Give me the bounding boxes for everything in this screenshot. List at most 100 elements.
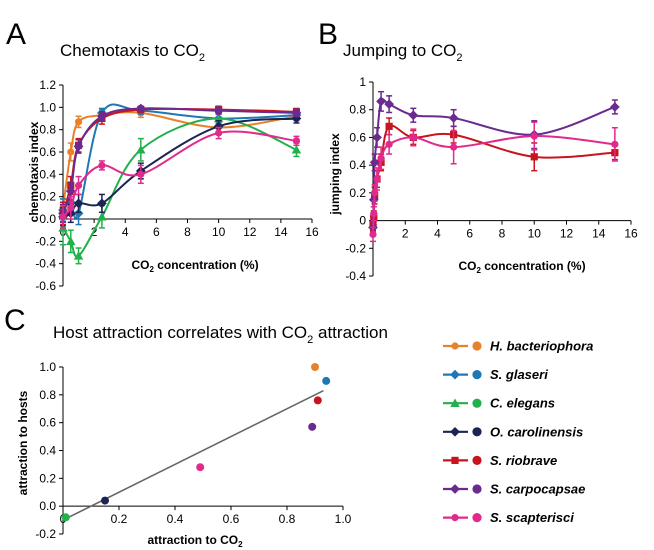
panel-b-point-s-riobrave bbox=[385, 122, 393, 130]
panel-a-point-s-carpocapsae bbox=[97, 111, 107, 122]
legend-item-s-scapterisci: S. scapterisci bbox=[443, 510, 574, 525]
panel-a-ytick-label: -0.2 bbox=[35, 234, 56, 248]
panel-c-point-s-carpocapsae bbox=[308, 422, 317, 431]
panel-b-point-s-carpocapsae bbox=[376, 96, 386, 107]
panel-b-ytick-label: 0 bbox=[359, 214, 366, 228]
panel-a-point-c-elegans bbox=[291, 145, 302, 154]
panel-c-point-h-bacteriophora bbox=[311, 363, 319, 371]
panel-a-point-c-elegans bbox=[66, 236, 76, 246]
panel-a-ytick-label: -0.6 bbox=[35, 279, 56, 293]
panel-c-xtick-label: 1.0 bbox=[335, 512, 352, 526]
legend-marker bbox=[451, 514, 459, 522]
panel-c-ytick-label: -0.2 bbox=[35, 527, 56, 541]
panel-a-ytick-label: 0.6 bbox=[39, 145, 56, 159]
panel-b-point-s-carpocapsae bbox=[408, 110, 419, 121]
panel-b-point-s-scapterisci bbox=[373, 175, 381, 183]
panel-b-series-s-scapterisci bbox=[369, 121, 619, 243]
panel-c-point-s-glaseri bbox=[322, 376, 331, 385]
panel-a-point-s-scapterisci bbox=[74, 181, 83, 190]
panel-a-xtick-label: 6 bbox=[153, 225, 160, 239]
panel-a-ytick-label: 0.8 bbox=[39, 123, 56, 137]
panel-a-ylabel: chemotaxis index bbox=[27, 121, 41, 222]
panel-c-xtick-label: 0.6 bbox=[223, 512, 240, 526]
panel-a-ytick-label: -0.4 bbox=[35, 257, 56, 271]
panel-b-ytick-label: 0.2 bbox=[349, 186, 366, 200]
panel-b-point-s-carpocapsae bbox=[372, 132, 382, 143]
legend-label: C. elegans bbox=[490, 396, 555, 411]
panel-label-b: B bbox=[318, 18, 338, 51]
panel-b-ytick-label: 1 bbox=[359, 75, 366, 89]
panel-c-xtick-label: 0.2 bbox=[111, 512, 128, 526]
panel-b-point-s-carpocapsae bbox=[384, 99, 394, 110]
panel-b-xtick-label: 2 bbox=[402, 227, 409, 241]
panel-a-xtick-label: 14 bbox=[274, 225, 288, 239]
panel-a-point-h-bacteriophora bbox=[67, 148, 75, 156]
panel-c-xtick-label: 0.8 bbox=[279, 512, 296, 526]
panel-b-xlabel: CO2 concentration (%) bbox=[458, 259, 585, 275]
panel-b-xtick-label: 10 bbox=[528, 227, 542, 241]
panel-a-series-h-bacteriophora bbox=[59, 107, 301, 218]
panel-a-point-s-scapterisci bbox=[59, 213, 67, 221]
legend-dot bbox=[472, 484, 482, 494]
panel-a-point-s-carpocapsae bbox=[73, 141, 84, 152]
legend-dot bbox=[472, 398, 482, 408]
panel-label-c: C bbox=[4, 304, 26, 337]
panel-b-point-s-scapterisci bbox=[369, 230, 377, 239]
panel-b-point-s-carpocapsae bbox=[369, 157, 380, 168]
panel-c-xtick-label: 0.4 bbox=[167, 512, 184, 526]
panel-c-point-s-scapterisci bbox=[196, 463, 205, 472]
panel-a-ytick-label: 0.2 bbox=[39, 190, 56, 204]
legend-item-s-glaseri: S. glaseri bbox=[443, 367, 548, 382]
panel-a-title: Chemotaxis to CO2 bbox=[60, 41, 205, 64]
panel-a-point-s-scapterisci bbox=[98, 161, 106, 169]
legend-item-c-elegans: C. elegans bbox=[443, 396, 555, 411]
panel-b-point-s-scapterisci bbox=[371, 189, 379, 197]
panel-b-ytick-label: 0.4 bbox=[349, 158, 366, 172]
panel-c-xlabel: attraction to CO2 bbox=[147, 533, 243, 549]
panel-a-point-o-carolinensis bbox=[73, 198, 84, 209]
panel-a-line-c-elegans bbox=[62, 117, 297, 258]
legend-item-o-carolinensis: O. carolinensis bbox=[443, 424, 583, 439]
panel-label-a: A bbox=[6, 18, 26, 51]
panel-b-xtick-label: 6 bbox=[466, 227, 473, 241]
panel-c-ytick-label: 0.0 bbox=[39, 499, 56, 513]
panel-a-point-s-scapterisci bbox=[67, 204, 75, 212]
panel-c-point-o-carolinensis bbox=[101, 496, 109, 505]
panel-a-xtick-label: 8 bbox=[184, 225, 191, 239]
legend-marker bbox=[451, 456, 459, 464]
panel-b-point-s-carpocapsae bbox=[448, 113, 459, 123]
panel-a-ytick-label: 1.2 bbox=[39, 78, 56, 92]
panel-a-point-h-bacteriophora bbox=[74, 118, 83, 126]
panel-b-ylabel: jumping index bbox=[328, 133, 342, 216]
panel-a-point-s-carpocapsae bbox=[135, 103, 146, 114]
legend-marker bbox=[450, 398, 460, 407]
legend-marker bbox=[450, 369, 460, 380]
panel-c-ytick-label: 1.0 bbox=[39, 360, 56, 374]
panel-a-xlabel: CO2 concentration (%) bbox=[131, 258, 258, 274]
panel-b-xtick-label: 12 bbox=[560, 227, 574, 241]
legend-dot bbox=[472, 427, 482, 437]
panel-a-series-s-riobrave bbox=[59, 105, 301, 226]
panel-a-point-s-scapterisci bbox=[292, 137, 301, 145]
panel-b-series-s-riobrave bbox=[369, 117, 619, 232]
legend-marker bbox=[450, 426, 460, 437]
panel-b-xtick-label: 4 bbox=[434, 227, 441, 241]
panel-b-series-s-carpocapsae bbox=[368, 90, 620, 236]
panel-c-fit-line bbox=[65, 389, 324, 520]
legend: H. bacteriophora S. glaseri C. elegans O. c… bbox=[443, 339, 593, 525]
panel-a-chart: -0.6-0.4-0.20.00.20.40.60.81.01.20246810… bbox=[35, 78, 319, 293]
legend-label: S. scapterisci bbox=[490, 510, 574, 525]
legend-label: S. riobrave bbox=[490, 453, 557, 468]
legend-item-h-bacteriophora: H. bacteriophora bbox=[443, 339, 593, 354]
panel-a-series-s-scapterisci bbox=[59, 126, 301, 229]
legend-dot bbox=[472, 513, 482, 523]
panel-b-point-s-scapterisci bbox=[611, 140, 619, 148]
panel-a-point-s-scapterisci bbox=[215, 129, 223, 137]
panel-b-ytick-label: 0.8 bbox=[349, 103, 366, 117]
panel-b-point-s-scapterisci bbox=[450, 143, 458, 151]
panel-a-xtick-label: 4 bbox=[122, 225, 129, 239]
panel-c-ytick-label: 0.4 bbox=[39, 444, 56, 458]
panel-a-point-s-carpocapsae bbox=[65, 186, 76, 196]
panel-c-point-c-elegans bbox=[61, 513, 70, 522]
